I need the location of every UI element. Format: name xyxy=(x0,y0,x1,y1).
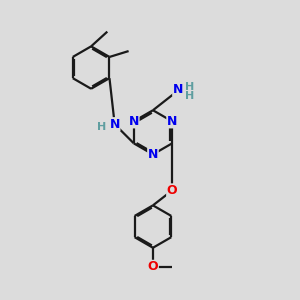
Text: O: O xyxy=(148,260,158,273)
Text: N: N xyxy=(148,148,158,161)
Text: O: O xyxy=(167,184,177,197)
Text: H: H xyxy=(185,91,194,100)
Text: N: N xyxy=(173,83,183,96)
Text: N: N xyxy=(167,115,177,128)
Text: N: N xyxy=(110,118,120,131)
Text: N: N xyxy=(129,115,139,128)
Text: H: H xyxy=(185,82,194,92)
Text: H: H xyxy=(97,122,106,132)
